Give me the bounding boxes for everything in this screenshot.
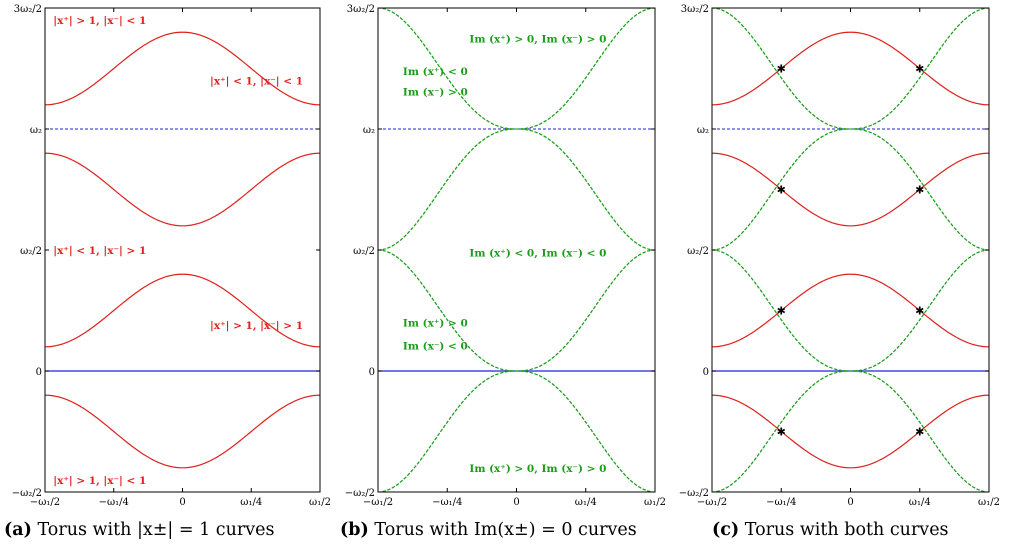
y-tick-label: ω₂ [30, 125, 42, 136]
green-curve-1 [378, 249, 655, 372]
region-label: Im (x⁺) < 0 [403, 66, 468, 78]
region-label: Im (x⁺) > 0, Im (x⁻) > 0 [469, 33, 606, 45]
y-tick-label: ω₂/2 [687, 246, 709, 257]
region-label: |x⁺| > 1, |x⁻| < 1 [53, 475, 146, 487]
x-tick-label: ω₁/4 [575, 497, 597, 508]
caption-c-tag: (c) [712, 520, 740, 540]
region-label: Im (x⁺) < 0, Im (x⁻) < 0 [469, 247, 606, 259]
y-tick-label: 3ω₂/2 [681, 4, 709, 15]
green-curve-1 [712, 249, 989, 372]
region-label: |x⁺| < 1, |x⁻| > 1 [53, 245, 146, 257]
green-curve-2 [378, 128, 655, 251]
green-curve-2 [712, 128, 989, 251]
caption-b-text: Torus with Im(x±) = 0 curves [374, 520, 637, 540]
green-curve-2 [712, 128, 989, 251]
intersection-star: ✱ [777, 426, 786, 439]
y-tick-label: ω₂ [363, 125, 375, 136]
intersection-star: ✱ [915, 184, 924, 197]
x-tick-label: ω₁/2 [978, 497, 1000, 508]
x-tick-label: 0 [179, 497, 185, 508]
y-tick-label: 3ω₂/2 [14, 4, 42, 15]
green-curve-2 [378, 128, 655, 251]
x-tick-label: ω₁/2 [309, 497, 331, 508]
y-tick-label: ω₂/2 [353, 246, 375, 257]
x-tick-label: 0 [847, 497, 853, 508]
region-label: Im (x⁺) > 0, Im (x⁻) > 0 [469, 463, 606, 475]
x-tick-label: −ω₁/4 [99, 497, 129, 508]
red-curve-1 [45, 273, 320, 348]
green-curve-3 [712, 8, 989, 130]
intersection-star: ✱ [915, 305, 924, 318]
plot-area-c [712, 8, 989, 492]
intersection-star: ✱ [915, 63, 924, 76]
green-curve-3 [712, 8, 989, 130]
y-tick-label: 0 [36, 367, 42, 378]
caption-b: (b) Torus with Im(x±) = 0 curves [340, 520, 637, 540]
intersection-star: ✱ [777, 305, 786, 318]
panel-b: 3ω₂/2 ω₂ ω₂/2 0 −ω₂/2−ω₁/2 −ω₁/4 0 ω₁/4 ω₁/2 Im (… [345, 4, 666, 508]
x-tick-label: 0 [513, 497, 519, 508]
red-curve-3 [712, 31, 989, 106]
intersection-star: ✱ [777, 184, 786, 197]
caption-c: (c) Torus with both curves [712, 520, 949, 540]
y-tick-label: 3ω₂/2 [347, 4, 375, 15]
x-tick-label: ω₁/4 [909, 497, 931, 508]
x-tick-label: −ω₁/4 [766, 497, 796, 508]
y-tick-label: −ω₂/2 [679, 488, 709, 499]
red-curve-3 [45, 31, 320, 106]
y-tick-label: ω₂/2 [20, 246, 42, 257]
plot-area-b [378, 8, 655, 492]
region-label: |x⁺| > 1, |x⁻| > 1 [210, 320, 303, 332]
red-curve-0 [45, 394, 320, 469]
y-tick-label: 0 [369, 367, 375, 378]
x-tick-label: ω₁/4 [240, 497, 262, 508]
green-curve-1 [378, 249, 655, 372]
plot-area-a [45, 31, 320, 469]
y-tick-label: −ω₂/2 [345, 488, 375, 499]
region-label: |x⁺| > 1, |x⁻| < 1 [53, 15, 146, 27]
region-label: |x⁺| < 1, |x⁻| < 1 [210, 76, 303, 88]
green-curve-0 [712, 370, 989, 492]
caption-a-tag: (a) [4, 520, 32, 540]
x-tick-label: −ω₁/2 [363, 497, 393, 508]
region-label: Im (x⁻) < 0 [403, 341, 468, 353]
red-curve-2 [45, 152, 320, 227]
green-curve-3 [378, 8, 655, 130]
caption-c-text: Torus with both curves [744, 520, 949, 540]
x-tick-label: ω₁/2 [644, 497, 666, 508]
caption-a-text: Torus with |x±| = 1 curves [37, 520, 275, 540]
x-tick-label: −ω₁/4 [432, 497, 462, 508]
frame-c [711, 7, 990, 493]
y-tick-label: −ω₂/2 [12, 488, 42, 499]
caption-b-tag: (b) [340, 520, 369, 540]
panel-c: ✱ ✱ ✱ ✱ ✱ ✱ ✱ ✱ 3ω₂/2 ω₂ ω₂/2 0 −ω₂/2−ω₁/2 −ω₁/4 0 ω₁/4… [679, 4, 1000, 508]
region-label: Im (x⁺) > 0 [403, 318, 468, 330]
red-curve-2 [712, 152, 989, 227]
x-tick-label: −ω₁/2 [30, 497, 60, 508]
panel-a: 3ω₂/2 ω₂ ω₂/2 0 −ω₂/2−ω₁/2 −ω₁/4 0 ω₁/4 ω₁/2 |x⁺|… [12, 4, 331, 508]
intersection-star: ✱ [777, 63, 786, 76]
caption-a: (a) Torus with |x±| = 1 curves [4, 520, 274, 540]
y-tick-label: 0 [703, 367, 709, 378]
region-label: Im (x⁻) > 0 [403, 86, 468, 98]
red-curve-0 [712, 394, 989, 469]
x-tick-label: −ω₁/2 [697, 497, 727, 508]
red-curve-1 [712, 273, 989, 348]
green-curve-1 [712, 249, 989, 372]
intersection-star: ✱ [915, 426, 924, 439]
y-tick-label: ω₂ [697, 125, 709, 136]
green-curve-0 [712, 370, 989, 492]
